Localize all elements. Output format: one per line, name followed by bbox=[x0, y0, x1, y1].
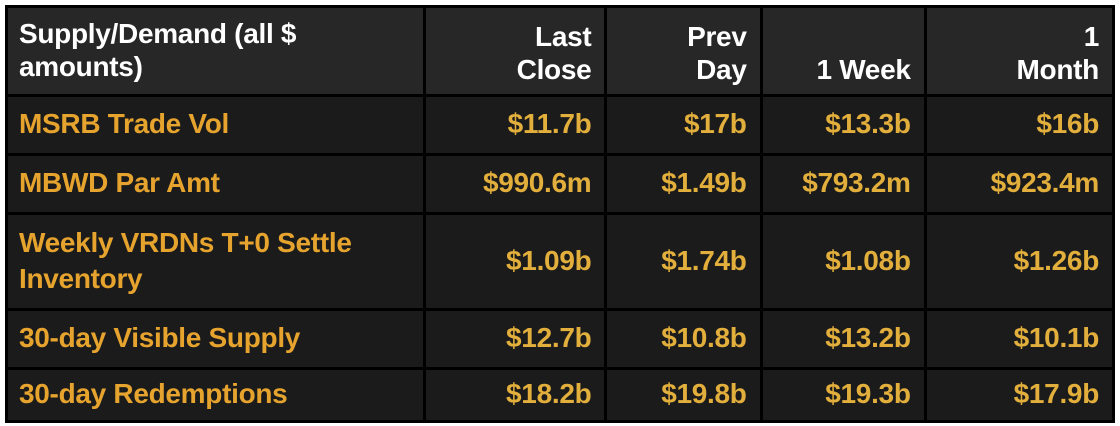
cell-value: $12.7b bbox=[425, 311, 605, 367]
table-row-msrb-trade-vol: MSRB Trade Vol $11.7b $17b $13.3b $16b bbox=[8, 97, 1112, 153]
cell-value: $11.7b bbox=[425, 97, 605, 153]
column-header-prev-day: Prev Day bbox=[607, 8, 760, 94]
cell-value: $1.49b bbox=[607, 156, 760, 212]
cell-value: $990.6m bbox=[425, 156, 605, 212]
cell-value: $19.3b bbox=[762, 370, 924, 420]
column-header-1-month: 1 Month bbox=[926, 8, 1112, 94]
cell-value: $10.1b bbox=[926, 311, 1112, 367]
cell-value: $19.8b bbox=[607, 370, 760, 420]
cell-value: $17b bbox=[607, 97, 760, 153]
cell-value: $18.2b bbox=[425, 370, 605, 420]
row-label: MBWD Par Amt bbox=[8, 156, 423, 212]
column-header-last-close: Last Close bbox=[425, 8, 605, 94]
cell-value: $10.8b bbox=[607, 311, 760, 367]
cell-value: $1.74b bbox=[607, 215, 760, 308]
table-title: Supply/Demand (all $ amounts) bbox=[8, 8, 423, 94]
row-label: MSRB Trade Vol bbox=[8, 97, 423, 153]
cell-value: $13.3b bbox=[762, 97, 924, 153]
table-row-30-day-redemptions: 30-day Redemptions $18.2b $19.8b $19.3b … bbox=[8, 370, 1112, 420]
table-row-30-day-visible-supply: 30-day Visible Supply $12.7b $10.8b $13.… bbox=[8, 311, 1112, 367]
cell-value: $793.2m bbox=[762, 156, 924, 212]
column-header-1-week: 1 Week bbox=[762, 8, 924, 94]
header-row: Supply/Demand (all $ amounts) Last Close… bbox=[8, 8, 1112, 94]
table-row-mbwd-par-amt: MBWD Par Amt $990.6m $1.49b $793.2m $923… bbox=[8, 156, 1112, 212]
table-row-weekly-vrdns: Weekly VRDNs T+0 Settle Inventory $1.09b… bbox=[8, 215, 1112, 308]
cell-value: $1.26b bbox=[926, 215, 1112, 308]
supply-demand-table: Supply/Demand (all $ amounts) Last Close… bbox=[5, 5, 1115, 423]
row-label: 30-day Redemptions bbox=[8, 370, 423, 420]
cell-value: $13.2b bbox=[762, 311, 924, 367]
cell-value: $1.08b bbox=[762, 215, 924, 308]
cell-value: $1.09b bbox=[425, 215, 605, 308]
row-label: 30-day Visible Supply bbox=[8, 311, 423, 367]
cell-value: $16b bbox=[926, 97, 1112, 153]
row-label: Weekly VRDNs T+0 Settle Inventory bbox=[8, 215, 423, 308]
cell-value: $923.4m bbox=[926, 156, 1112, 212]
cell-value: $17.9b bbox=[926, 370, 1112, 420]
